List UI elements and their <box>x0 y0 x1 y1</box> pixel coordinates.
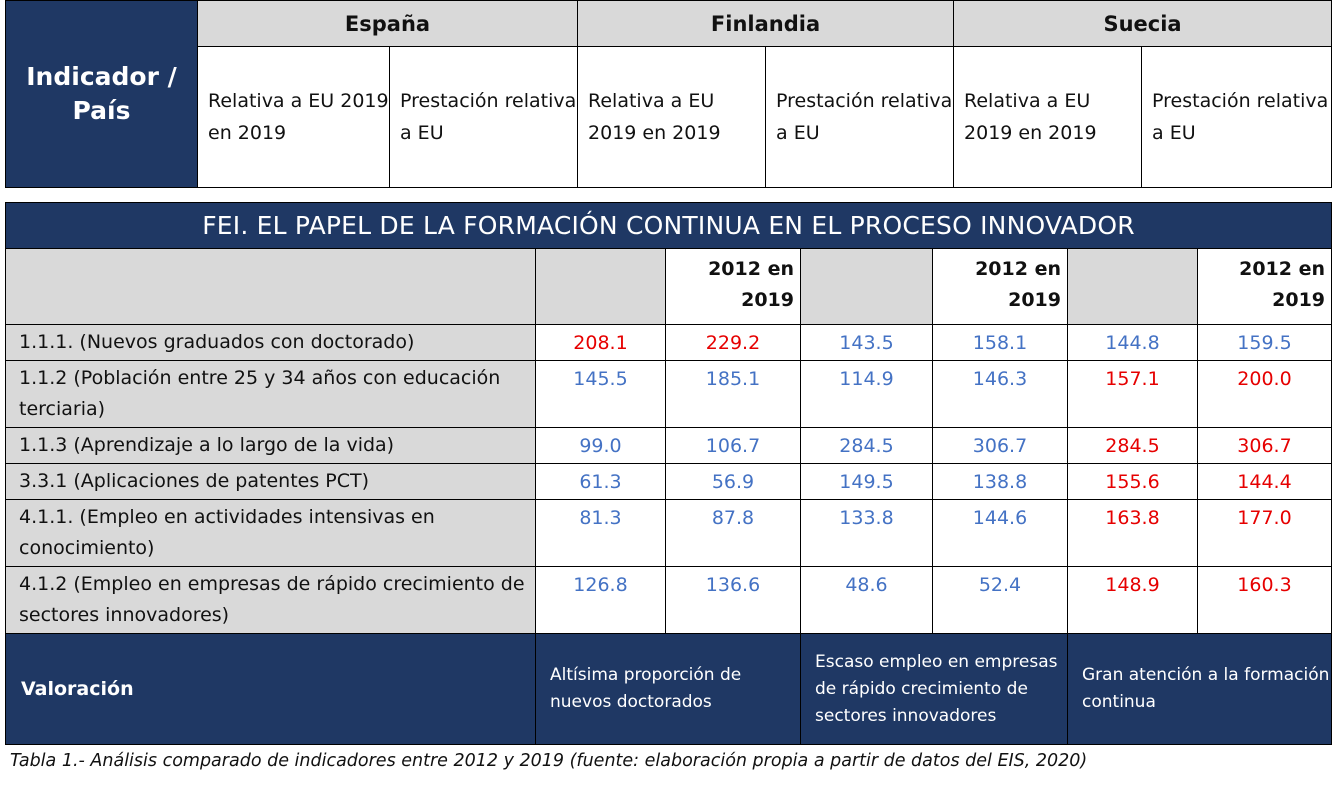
value-cell: 146.3 <box>932 360 1068 428</box>
value-cell: 284.5 <box>800 427 933 464</box>
subheader-relativa: Relativa a EU 2019 en 2019 <box>953 46 1143 188</box>
indicator-label: 1.1.2 (Población entre 25 y 34 años con … <box>5 360 536 428</box>
valoracion-label: Valoración <box>5 633 536 745</box>
subheader-prestacion: Prestación relativa a EU <box>388 46 579 188</box>
country-header-espana: España <box>196 0 579 47</box>
value-cell: 158.1 <box>932 324 1068 361</box>
subheader-relativa: Relativa a EU 2019 en 2019 <box>577 46 767 188</box>
indicator-label: 4.1.1. (Empleo en actividades intensivas… <box>5 499 536 567</box>
valoracion-suecia: Gran atención a la formación continua <box>1066 633 1333 745</box>
value-cell: 148.9 <box>1067 566 1198 634</box>
table-caption: Tabla 1.- Análisis comparado de indicado… <box>10 751 1088 771</box>
indicator-label: 1.1.1. (Nuevos graduados con doctorado) <box>5 324 536 361</box>
value-cell: 284.5 <box>1067 427 1198 464</box>
value-cell: 87.8 <box>665 499 801 567</box>
value-cell: 157.1 <box>1067 360 1198 428</box>
valoracion-espana: Altísima proporción de nuevos doctorados <box>535 633 801 745</box>
value-cell: 48.6 <box>800 566 933 634</box>
table-title: FEI. EL PAPEL DE LA FORMACIÓN CONTINUA E… <box>4 202 1333 249</box>
table-row: 4.1.2 (Empleo en empresas de rápido crec… <box>5 566 1333 634</box>
value-cell: 160.3 <box>1196 566 1333 634</box>
value-cell: 144.6 <box>932 499 1068 567</box>
value-cell: 136.6 <box>665 566 801 634</box>
value-cell: 106.7 <box>665 427 801 464</box>
value-cell: 99.0 <box>535 427 666 464</box>
value-cell: 52.4 <box>932 566 1068 634</box>
value-cell: 144.8 <box>1067 324 1198 361</box>
indicator-label: 4.1.2 (Empleo en empresas de rápido crec… <box>5 566 536 634</box>
value-cell: 56.9 <box>665 463 801 500</box>
document-page: Indicador / País España Finlandia Suecia… <box>4 0 1335 771</box>
value-cell: 61.3 <box>535 463 666 500</box>
header-blank-cell <box>5 248 536 325</box>
indicators-table: FEI. EL PAPEL DE LA FORMACIÓN CONTINUA E… <box>4 202 1333 745</box>
value-cell: 159.5 <box>1196 324 1333 361</box>
value-cell: 149.5 <box>800 463 933 500</box>
value-cell: 126.8 <box>535 566 666 634</box>
value-cell: 138.8 <box>932 463 1068 500</box>
value-cell: 145.5 <box>535 360 666 428</box>
value-cell: 133.8 <box>800 499 933 567</box>
value-cell: 163.8 <box>1067 499 1198 567</box>
table-row: 1.1.2 (Población entre 25 y 34 años con … <box>5 360 1333 428</box>
indicator-label: 1.1.3 (Aprendizaje a lo largo de la vida… <box>5 427 536 464</box>
header-blank-cell <box>800 248 933 325</box>
country-header-table: Indicador / País España Finlandia Suecia… <box>5 0 1333 188</box>
header-blank-cell <box>1067 248 1198 325</box>
value-cell: 185.1 <box>665 360 801 428</box>
value-cell: 144.4 <box>1196 463 1333 500</box>
year-header: 2012 en 2019 <box>1196 248 1333 325</box>
indicator-country-header: Indicador / País <box>5 0 198 188</box>
value-cell: 306.7 <box>932 427 1068 464</box>
subheader-prestacion: Prestación relativa a EU <box>765 46 955 188</box>
value-cell: 155.6 <box>1067 463 1198 500</box>
year-header: 2012 en 2019 <box>665 248 801 325</box>
subheader-prestacion: Prestación relativa a EU <box>1141 46 1333 188</box>
value-cell: 114.9 <box>800 360 933 428</box>
country-header-finlandia: Finlandia <box>577 0 955 47</box>
indicator-label: 3.3.1 (Aplicaciones de patentes PCT) <box>5 463 536 500</box>
country-header-suecia: Suecia <box>953 0 1333 47</box>
table-row: 1.1.1. (Nuevos graduados con doctorado) 2… <box>5 324 1333 361</box>
header-blank-cell <box>535 248 666 325</box>
value-cell: 177.0 <box>1196 499 1333 567</box>
subheader-relativa: Relativa a EU 2019 en 2019 <box>197 46 390 188</box>
year-header: 2012 en 2019 <box>932 248 1068 325</box>
value-cell: 200.0 <box>1196 360 1333 428</box>
value-cell: 229.2 <box>665 324 801 361</box>
table-row: 4.1.1. (Empleo en actividades intensivas… <box>5 499 1333 567</box>
value-cell: 306.7 <box>1196 427 1333 464</box>
value-cell: 143.5 <box>800 324 933 361</box>
valoracion-finlandia: Escaso empleo en empresas de rápido crec… <box>800 633 1068 745</box>
value-cell: 208.1 <box>535 324 666 361</box>
table-row: 3.3.1 (Aplicaciones de patentes PCT) 61.3… <box>5 463 1333 500</box>
table-row: 1.1.3 (Aprendizaje a lo largo de la vida… <box>5 427 1333 464</box>
value-cell: 81.3 <box>535 499 666 567</box>
